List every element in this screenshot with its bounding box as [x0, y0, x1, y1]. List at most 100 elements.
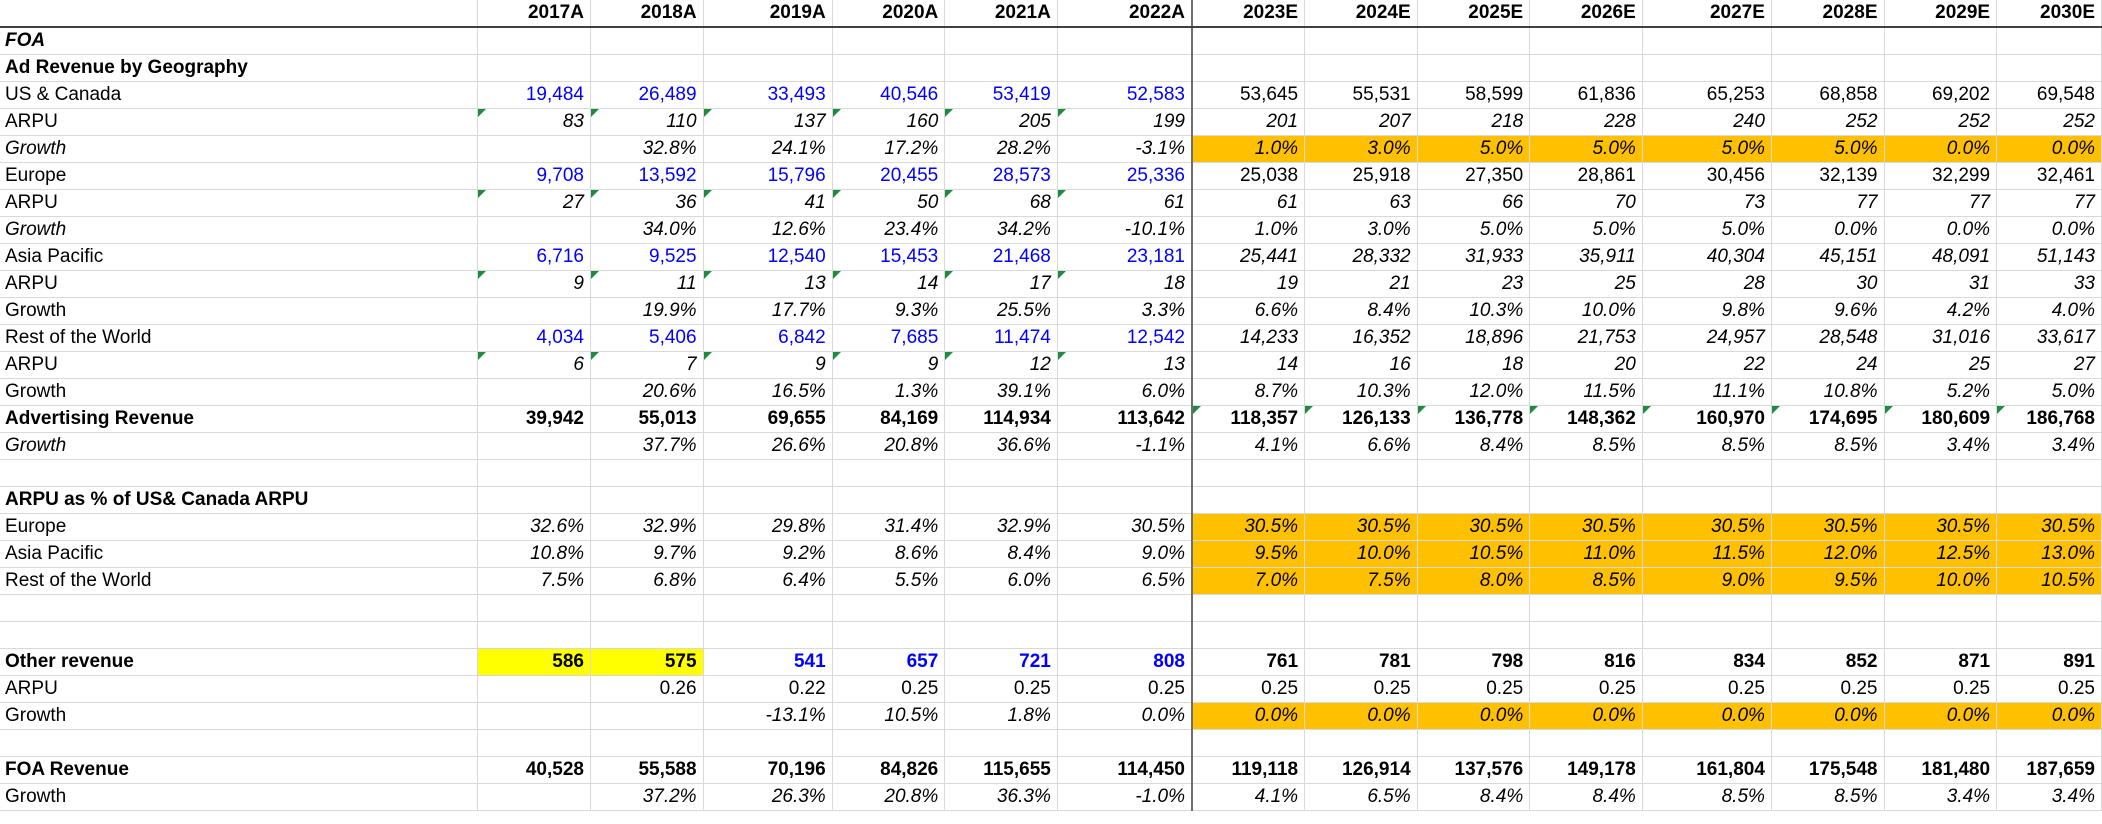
table-cell[interactable]: 30.5% — [1191, 513, 1306, 541]
table-cell[interactable] — [1884, 621, 1998, 649]
table-cell[interactable] — [1304, 621, 1418, 649]
table-cell[interactable]: 0.0% — [1304, 702, 1418, 730]
table-cell[interactable]: 7.0% — [1191, 567, 1306, 595]
table-cell[interactable]: 51,143 — [1996, 243, 2102, 271]
table-cell[interactable]: 11,474 — [944, 324, 1058, 352]
table-cell[interactable] — [477, 621, 591, 649]
row-label[interactable]: Asia Pacific — [0, 243, 479, 271]
table-cell[interactable] — [703, 459, 833, 487]
table-cell[interactable]: 240 — [1642, 108, 1772, 136]
table-cell[interactable]: 30.5% — [1304, 513, 1418, 541]
table-cell[interactable]: 77 — [1996, 189, 2102, 217]
table-cell[interactable] — [1771, 459, 1885, 487]
table-cell[interactable] — [1191, 621, 1306, 649]
table-cell[interactable]: 32.8% — [590, 135, 704, 163]
table-cell[interactable]: 18 — [1417, 351, 1531, 379]
table-cell[interactable]: 136,778 — [1417, 405, 1531, 433]
table-cell[interactable]: 33,493 — [703, 81, 833, 109]
table-cell[interactable]: 32.9% — [590, 513, 704, 541]
table-cell[interactable]: 8.5% — [1529, 567, 1643, 595]
table-cell[interactable]: 20.8% — [832, 432, 946, 460]
table-cell[interactable]: 32,139 — [1771, 162, 1885, 190]
table-cell[interactable] — [1529, 621, 1643, 649]
table-cell[interactable]: 70 — [1529, 189, 1643, 217]
table-cell[interactable]: 65,253 — [1642, 81, 1772, 109]
table-cell[interactable]: 8.4% — [944, 540, 1058, 568]
table-cell[interactable]: 9.5% — [1771, 567, 1885, 595]
table-cell[interactable] — [590, 621, 704, 649]
table-cell[interactable]: 33,617 — [1996, 324, 2102, 352]
table-cell[interactable] — [703, 27, 833, 55]
table-cell[interactable]: 137,576 — [1417, 756, 1531, 784]
table-cell[interactable]: 83 — [477, 108, 591, 136]
table-cell[interactable]: 9.6% — [1771, 297, 1885, 325]
row-label[interactable] — [0, 729, 479, 757]
table-cell[interactable]: 8.4% — [1304, 297, 1418, 325]
table-cell[interactable] — [477, 783, 591, 811]
table-cell[interactable]: 11.0% — [1529, 540, 1643, 568]
table-cell[interactable] — [590, 459, 704, 487]
column-header-2020a[interactable]: 2020A — [832, 0, 946, 28]
table-cell[interactable]: 175,548 — [1771, 756, 1885, 784]
table-cell[interactable]: 7 — [590, 351, 704, 379]
table-cell[interactable] — [1642, 27, 1772, 55]
table-cell[interactable]: 8.5% — [1771, 783, 1885, 811]
table-cell[interactable] — [477, 486, 591, 514]
table-cell[interactable]: 9.7% — [590, 540, 704, 568]
table-cell[interactable] — [477, 459, 591, 487]
table-cell[interactable]: 834 — [1642, 648, 1772, 676]
table-cell[interactable]: 68 — [944, 189, 1058, 217]
table-cell[interactable] — [1884, 27, 1998, 55]
column-header-2025e[interactable]: 2025E — [1417, 0, 1531, 28]
table-cell[interactable]: 0.0% — [1642, 702, 1772, 730]
table-cell[interactable]: -1.1% — [1057, 432, 1193, 460]
table-cell[interactable]: 37.2% — [590, 783, 704, 811]
table-cell[interactable] — [703, 594, 833, 622]
table-cell[interactable]: 19,484 — [477, 81, 591, 109]
table-cell[interactable]: 50 — [832, 189, 946, 217]
table-cell[interactable]: 798 — [1417, 648, 1531, 676]
table-cell[interactable] — [1417, 729, 1531, 757]
table-cell[interactable]: 0.0% — [1996, 216, 2102, 244]
table-cell[interactable]: 3.4% — [1996, 432, 2102, 460]
table-cell[interactable] — [1417, 621, 1531, 649]
table-cell[interactable]: 36 — [590, 189, 704, 217]
table-cell[interactable]: 0.0% — [1771, 702, 1885, 730]
table-cell[interactable]: 31,016 — [1884, 324, 1998, 352]
table-cell[interactable]: 0.22 — [703, 675, 833, 703]
table-cell[interactable]: 149,178 — [1529, 756, 1643, 784]
table-cell[interactable]: 69,202 — [1884, 81, 1998, 109]
table-cell[interactable]: 55,588 — [590, 756, 704, 784]
row-label[interactable]: Growth — [0, 216, 479, 244]
table-cell[interactable]: 63 — [1304, 189, 1418, 217]
table-cell[interactable]: 34.0% — [590, 216, 704, 244]
table-cell[interactable]: 24.1% — [703, 135, 833, 163]
column-header-2018a[interactable]: 2018A — [590, 0, 704, 28]
table-cell[interactable] — [944, 594, 1058, 622]
table-cell[interactable] — [1057, 486, 1193, 514]
table-cell[interactable]: 3.4% — [1884, 432, 1998, 460]
table-cell[interactable]: 18,896 — [1417, 324, 1531, 352]
row-label[interactable]: Growth — [0, 432, 479, 460]
table-cell[interactable]: 187,659 — [1996, 756, 2102, 784]
table-cell[interactable]: 8.4% — [1417, 432, 1531, 460]
table-cell[interactable]: 7.5% — [1304, 567, 1418, 595]
table-cell[interactable] — [477, 27, 591, 55]
table-cell[interactable]: 0.25 — [944, 675, 1058, 703]
table-cell[interactable] — [1771, 27, 1885, 55]
table-cell[interactable]: 0.0% — [1191, 702, 1306, 730]
table-cell[interactable]: 1.0% — [1191, 216, 1306, 244]
table-cell[interactable]: 61 — [1191, 189, 1306, 217]
table-cell[interactable]: 20.8% — [832, 783, 946, 811]
table-cell[interactable] — [832, 594, 946, 622]
table-cell[interactable]: 27,350 — [1417, 162, 1531, 190]
table-cell[interactable]: 6.6% — [1191, 297, 1306, 325]
table-cell[interactable] — [1884, 54, 1998, 82]
table-cell[interactable]: 180,609 — [1884, 405, 1998, 433]
table-cell[interactable]: 5.0% — [1771, 135, 1885, 163]
table-cell[interactable]: 31.4% — [832, 513, 946, 541]
table-cell[interactable]: 891 — [1996, 648, 2102, 676]
table-cell[interactable] — [1996, 459, 2102, 487]
table-cell[interactable]: 68,858 — [1771, 81, 1885, 109]
column-header-2019a[interactable]: 2019A — [703, 0, 833, 28]
